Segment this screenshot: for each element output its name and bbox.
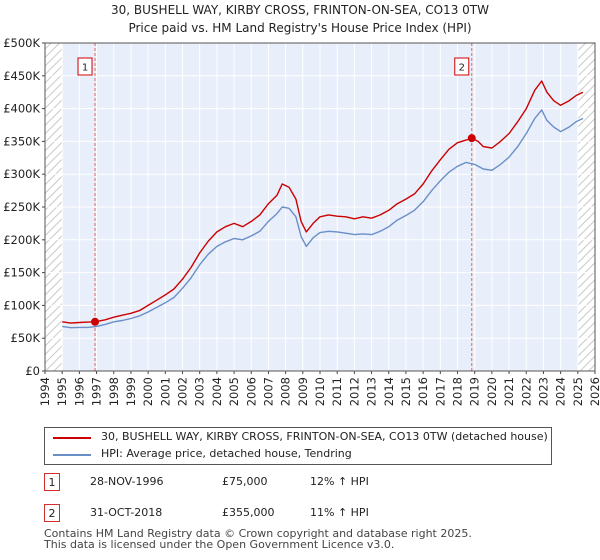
- x-tick-label: 2022: [519, 377, 533, 406]
- series-line-hpi: [62, 109, 584, 329]
- x-tick-label: 2009: [296, 377, 310, 406]
- x-tick-label: 2013: [365, 377, 379, 406]
- sale-price: £75,000: [222, 475, 268, 488]
- x-tick-label: 2002: [176, 377, 190, 406]
- chart-legend: 30, BUSHELL WAY, KIRBY CROSS, FRINTON-ON…: [44, 427, 552, 465]
- y-tick-label: £250K: [3, 200, 40, 214]
- y-tick-label: £500K: [3, 36, 40, 50]
- sale-marker-badge: 1: [44, 473, 60, 491]
- x-tick-label: 1998: [107, 377, 121, 406]
- series-line-property: [62, 80, 584, 324]
- footer-line-1: Contains HM Land Registry data © Crown c…: [44, 527, 472, 540]
- x-tick-label: 2023: [536, 377, 550, 406]
- x-tick-label: 2018: [451, 377, 465, 406]
- sale-row-1: 1 28-NOV-1996 £75,000 12% ↑ HPI: [0, 473, 600, 493]
- x-tick-label: 1997: [90, 377, 104, 406]
- x-tick-label: 1996: [72, 377, 86, 406]
- x-tick-label: 2019: [468, 377, 482, 406]
- y-tick-label: £300K: [3, 167, 40, 181]
- y-tick-label: £150K: [3, 266, 40, 280]
- sale-row-2: 2 31-OCT-2018 £355,000 11% ↑ HPI: [0, 504, 600, 524]
- y-tick-label: £400K: [3, 102, 40, 116]
- x-tick-label: 2025: [571, 377, 585, 406]
- sale-label: 2: [459, 63, 465, 74]
- x-tick-label: 2016: [416, 377, 430, 406]
- x-tick-label: 2001: [158, 377, 172, 406]
- legend-swatch-hpi: [53, 454, 91, 456]
- x-tick-label: 2003: [193, 377, 207, 406]
- y-tick-label: £50K: [11, 331, 41, 345]
- sale-label-box: [454, 57, 470, 76]
- x-tick-label: 2024: [554, 377, 568, 406]
- legend-swatch-property: [53, 437, 91, 439]
- y-tick-label: £100K: [3, 298, 40, 312]
- x-tick-label: 2004: [210, 377, 224, 406]
- sale-label-box: [77, 57, 93, 76]
- footer-credits: Contains HM Land Registry data © Crown c…: [44, 528, 472, 550]
- y-tick-label: £350K: [3, 134, 40, 148]
- x-tick-label: 1999: [124, 377, 138, 406]
- chart-subtitle: Price paid vs. HM Land Registry's House …: [128, 21, 472, 35]
- x-tick-label: 2011: [330, 377, 344, 406]
- plot-frame: [44, 42, 596, 372]
- x-tick-label: 2014: [382, 377, 396, 406]
- y-tick-label: £0: [25, 364, 40, 378]
- x-tick-label: 2008: [279, 377, 293, 406]
- footer-line-2: This data is licensed under the Open Gov…: [44, 538, 395, 551]
- x-tick-label: 2007: [261, 377, 275, 406]
- y-tick-label: £200K: [3, 233, 40, 247]
- sale-date: 28-NOV-1996: [90, 475, 164, 488]
- x-tick-label: 2020: [485, 377, 499, 406]
- sale-hpi-change: 11% ↑ HPI: [310, 506, 369, 519]
- x-tick-label: 2012: [347, 377, 361, 406]
- sale-label: 1: [82, 63, 88, 74]
- x-tick-label: 2005: [227, 377, 241, 406]
- sale-hpi-change: 12% ↑ HPI: [310, 475, 369, 488]
- x-tick-label: 2006: [244, 377, 258, 406]
- chart-title: 30, BUSHELL WAY, KIRBY CROSS, FRINTON-ON…: [111, 3, 489, 17]
- x-tick-label: 2000: [141, 377, 155, 406]
- x-tick-label: 1995: [55, 377, 69, 406]
- x-tick-label: 2017: [433, 377, 447, 406]
- sale-price: £355,000: [222, 506, 275, 519]
- x-tick-label: 2026: [588, 377, 600, 406]
- sale-date: 31-OCT-2018: [90, 506, 163, 519]
- x-tick-label: 1994: [38, 377, 52, 406]
- y-tick-label: £450K: [3, 69, 40, 83]
- chart-area: 1 2 £0 £50K £100K £150K £200K £250K £300K £350K £…: [3, 36, 600, 406]
- sale-point: [91, 317, 100, 326]
- sale-marker-badge: 2: [44, 504, 60, 522]
- sale-point: [467, 134, 476, 143]
- x-tick-label: 2010: [313, 377, 327, 406]
- legend-label-hpi: HPI: Average price, detached house, Tend…: [101, 447, 352, 460]
- legend-label-property: 30, BUSHELL WAY, KIRBY CROSS, FRINTON-ON…: [101, 430, 548, 443]
- x-tick-label: 2021: [502, 377, 516, 406]
- x-tick-label: 2015: [399, 377, 413, 406]
